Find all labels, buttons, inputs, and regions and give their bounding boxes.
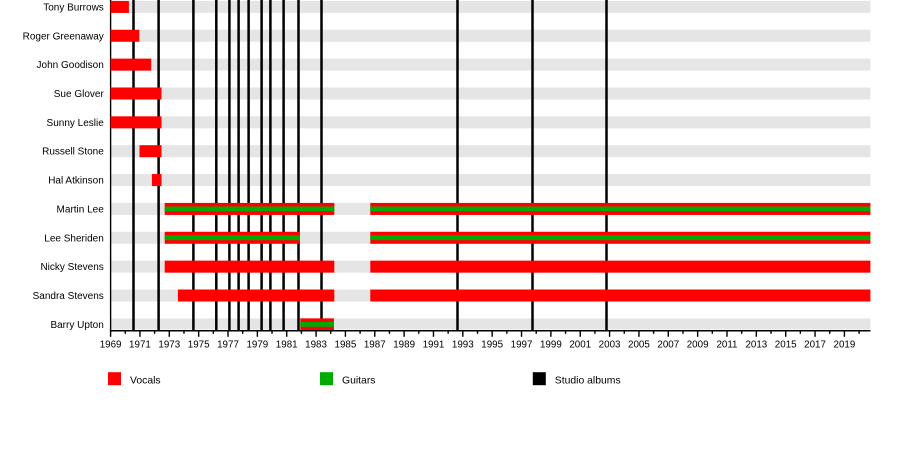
svg-text:Russell Stone: Russell Stone <box>42 147 104 158</box>
svg-text:2015: 2015 <box>775 340 797 351</box>
svg-text:Hal Atkinson: Hal Atkinson <box>48 176 104 187</box>
svg-text:Studio albums: Studio albums <box>555 376 621 387</box>
svg-text:Martin Lee: Martin Lee <box>57 204 105 215</box>
svg-text:2017: 2017 <box>804 340 826 351</box>
svg-text:1977: 1977 <box>217 340 239 351</box>
svg-text:1995: 1995 <box>481 340 503 351</box>
svg-text:1973: 1973 <box>158 340 180 351</box>
svg-text:1971: 1971 <box>129 340 151 351</box>
svg-text:Vocals: Vocals <box>130 376 161 387</box>
svg-text:1993: 1993 <box>452 340 474 351</box>
svg-text:1979: 1979 <box>246 340 268 351</box>
svg-text:1999: 1999 <box>540 340 562 351</box>
svg-text:Guitars: Guitars <box>342 376 376 387</box>
svg-text:2011: 2011 <box>716 340 737 351</box>
svg-text:Nicky Stevens: Nicky Stevens <box>40 262 103 273</box>
svg-text:1985: 1985 <box>335 340 357 351</box>
svg-text:John Goodison: John Goodison <box>37 60 104 71</box>
svg-text:2013: 2013 <box>745 340 767 351</box>
svg-text:2007: 2007 <box>657 340 679 351</box>
svg-text:Barry Upton: Barry Upton <box>50 320 103 331</box>
svg-text:1981: 1981 <box>276 340 298 351</box>
svg-text:Sunny Leslie: Sunny Leslie <box>47 118 105 129</box>
svg-text:Tony Burrows: Tony Burrows <box>43 2 104 13</box>
svg-text:Roger Greenaway: Roger Greenaway <box>23 31 104 42</box>
svg-text:Lee Sheriden: Lee Sheriden <box>44 233 104 244</box>
svg-text:1989: 1989 <box>393 340 415 351</box>
svg-text:1987: 1987 <box>364 340 386 351</box>
svg-text:1983: 1983 <box>305 340 327 351</box>
svg-text:2005: 2005 <box>628 340 650 351</box>
svg-text:Sandra Stevens: Sandra Stevens <box>33 291 104 302</box>
svg-text:1969: 1969 <box>100 340 122 351</box>
svg-text:Sue Glover: Sue Glover <box>54 89 105 100</box>
svg-text:1997: 1997 <box>511 340 533 351</box>
svg-text:2009: 2009 <box>687 340 709 351</box>
svg-text:2019: 2019 <box>834 340 856 351</box>
svg-text:1991: 1991 <box>423 340 445 351</box>
svg-text:1975: 1975 <box>188 340 210 351</box>
svg-text:2003: 2003 <box>599 340 621 351</box>
svg-text:2001: 2001 <box>569 340 591 351</box>
